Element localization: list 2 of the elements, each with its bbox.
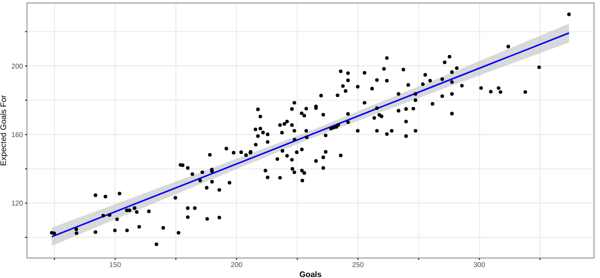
- y-axis-title: Expected Goals For: [0, 94, 8, 166]
- x-axis-title: Goals: [299, 270, 322, 278]
